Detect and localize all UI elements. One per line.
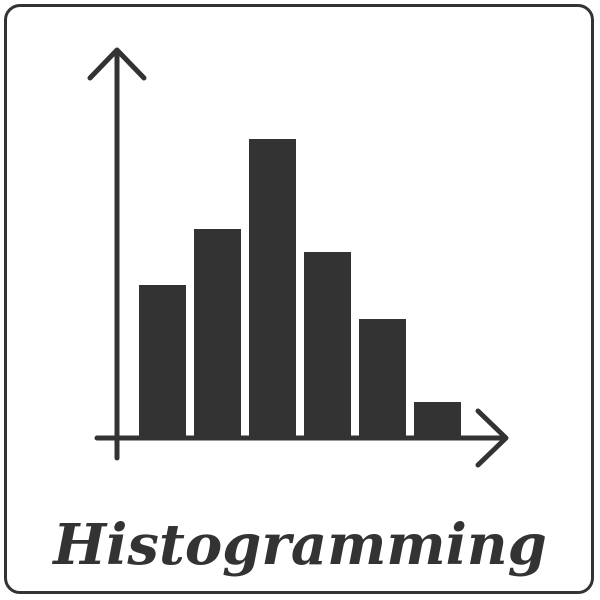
y-axis (87, 47, 147, 461)
histogram-bar-2 (194, 229, 241, 438)
caption-text: Histogramming (53, 512, 547, 578)
y-axis-arrowhead (87, 47, 147, 81)
bars-group (139, 139, 461, 438)
histogram-bar-5 (359, 319, 406, 438)
histogram-bar-3 (249, 139, 296, 438)
histogram-bar-1 (139, 285, 186, 438)
x-axis (94, 408, 509, 468)
icon-card (4, 4, 594, 594)
histogram-bar-6 (414, 402, 461, 438)
x-axis-arrowhead (475, 408, 509, 468)
histogram-bar-4 (304, 252, 351, 438)
